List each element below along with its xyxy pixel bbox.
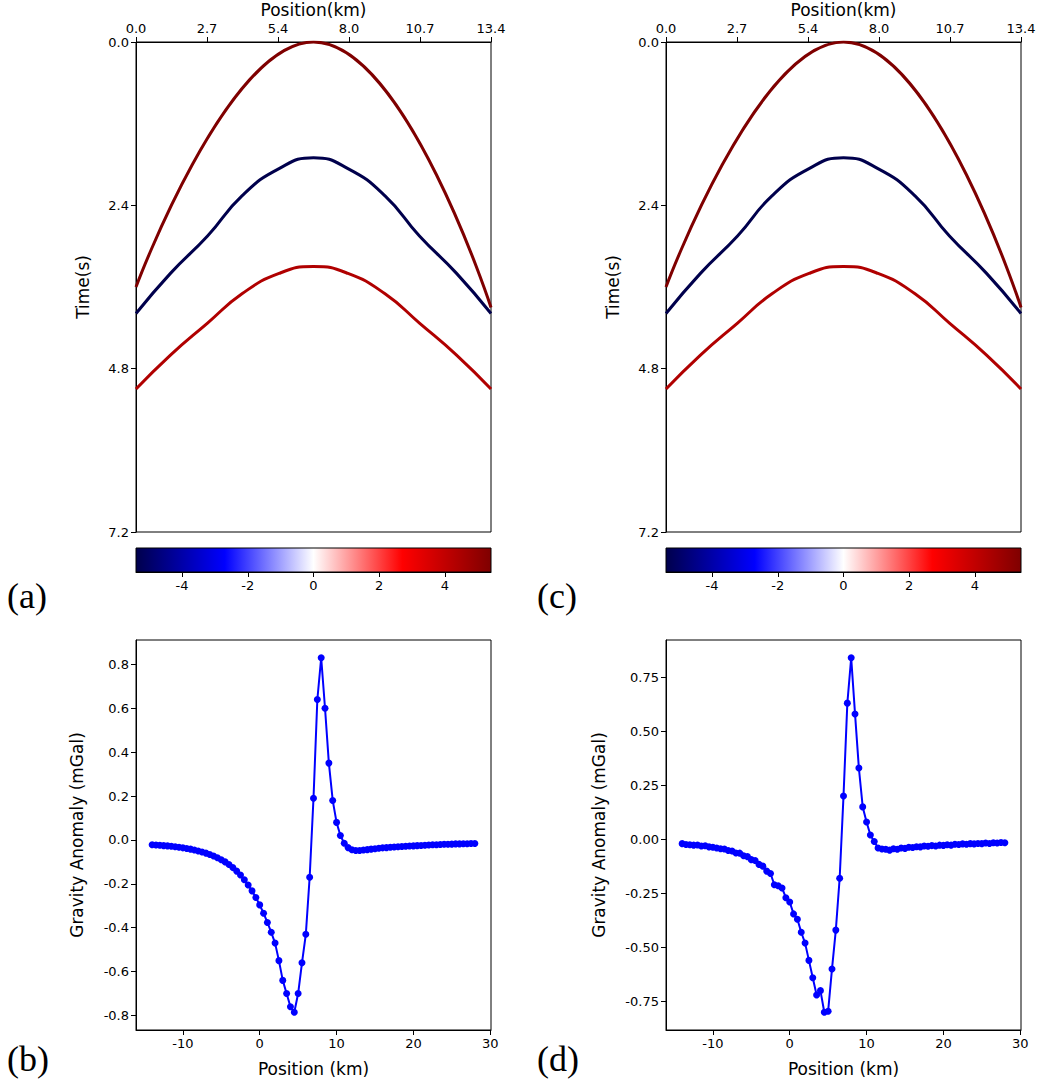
svg-text:10.7: 10.7 <box>406 21 435 36</box>
svg-text:4.8: 4.8 <box>638 361 659 376</box>
svg-text:0.0: 0.0 <box>656 21 677 36</box>
svg-text:-0.6: -0.6 <box>104 964 129 979</box>
svg-text:10: 10 <box>328 1036 345 1051</box>
svg-text:-0.4: -0.4 <box>104 920 129 935</box>
svg-text:0: 0 <box>786 1036 794 1051</box>
svg-text:0: 0 <box>256 1036 264 1051</box>
svg-text:Time(s): Time(s) <box>603 255 623 320</box>
svg-text:0.8: 0.8 <box>108 657 129 672</box>
svg-text:30: 30 <box>482 1036 499 1051</box>
svg-text:0.00: 0.00 <box>630 832 659 847</box>
svg-text:2: 2 <box>905 578 913 593</box>
svg-text:Position(km): Position(km) <box>261 0 367 20</box>
svg-text:5.4: 5.4 <box>268 21 289 36</box>
svg-text:0.0: 0.0 <box>108 35 129 50</box>
svg-text:2: 2 <box>375 578 383 593</box>
svg-text:4.8: 4.8 <box>108 361 129 376</box>
svg-text:8.0: 8.0 <box>339 21 360 36</box>
svg-text:20: 20 <box>405 1036 422 1051</box>
svg-text:-4: -4 <box>176 578 189 593</box>
svg-text:(a): (a) <box>7 576 47 616</box>
svg-text:-10: -10 <box>702 1036 723 1051</box>
svg-text:Gravity Anomaly (mGal): Gravity Anomaly (mGal) <box>589 732 609 938</box>
svg-text:7.2: 7.2 <box>108 525 129 540</box>
svg-text:Position (km): Position (km) <box>258 1059 369 1079</box>
svg-text:13.4: 13.4 <box>477 21 506 36</box>
svg-text:(c): (c) <box>537 576 577 616</box>
svg-text:0.2: 0.2 <box>108 789 129 804</box>
svg-text:-2: -2 <box>771 578 784 593</box>
svg-text:0.6: 0.6 <box>108 701 129 716</box>
svg-text:10.7: 10.7 <box>936 21 965 36</box>
svg-text:30: 30 <box>1012 1036 1029 1051</box>
svg-text:4: 4 <box>971 578 979 593</box>
svg-text:-0.75: -0.75 <box>625 994 659 1009</box>
svg-text:4: 4 <box>441 578 449 593</box>
svg-text:10: 10 <box>858 1036 875 1051</box>
svg-text:0.75: 0.75 <box>630 670 659 685</box>
svg-text:2.4: 2.4 <box>638 198 659 213</box>
svg-text:0.50: 0.50 <box>630 724 659 739</box>
svg-text:13.4: 13.4 <box>1007 21 1036 36</box>
svg-text:0.0: 0.0 <box>126 21 147 36</box>
svg-text:8.0: 8.0 <box>869 21 890 36</box>
svg-text:-0.25: -0.25 <box>625 886 659 901</box>
svg-text:-0.8: -0.8 <box>104 1008 129 1023</box>
svg-text:5.4: 5.4 <box>798 21 819 36</box>
svg-text:0.4: 0.4 <box>108 745 129 760</box>
svg-text:(b): (b) <box>7 1039 49 1079</box>
svg-text:-0.50: -0.50 <box>625 940 659 955</box>
svg-text:Position(km): Position(km) <box>791 0 897 20</box>
svg-text:20: 20 <box>935 1036 952 1051</box>
svg-text:-0.2: -0.2 <box>104 876 129 891</box>
svg-text:Time(s): Time(s) <box>73 255 93 320</box>
svg-text:-4: -4 <box>706 578 719 593</box>
svg-text:Gravity Anomaly (mGal): Gravity Anomaly (mGal) <box>67 732 87 938</box>
svg-text:0: 0 <box>309 578 317 593</box>
svg-text:0.0: 0.0 <box>638 35 659 50</box>
svg-text:(d): (d) <box>537 1039 579 1079</box>
svg-text:2.7: 2.7 <box>727 21 748 36</box>
svg-text:2.7: 2.7 <box>197 21 218 36</box>
svg-text:0.25: 0.25 <box>630 778 659 793</box>
svg-text:Position (km): Position (km) <box>788 1059 899 1079</box>
svg-text:0: 0 <box>839 578 847 593</box>
svg-text:2.4: 2.4 <box>108 198 129 213</box>
svg-text:7.2: 7.2 <box>638 525 659 540</box>
svg-text:-2: -2 <box>241 578 254 593</box>
svg-text:-10: -10 <box>172 1036 193 1051</box>
svg-text:0.0: 0.0 <box>108 832 129 847</box>
